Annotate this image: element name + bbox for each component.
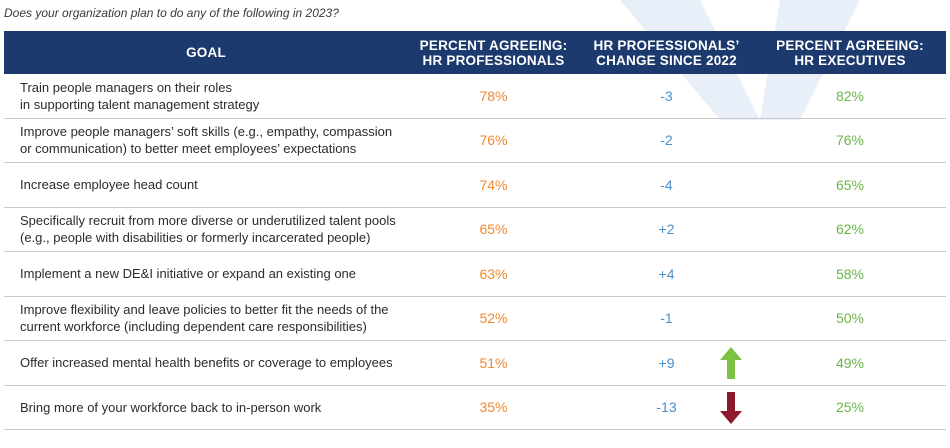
- hr-executives-value: 49%: [835, 354, 865, 371]
- goal-text-line: Train people managers on their roles: [20, 79, 232, 95]
- goal-text-line: Improve flexibility and leave policies t…: [20, 302, 389, 318]
- goal-text-line: Bring more of your workforce back to in-…: [20, 399, 322, 415]
- header-change-line-1: HR PROFESSIONALS’: [593, 37, 740, 53]
- goal-text-line: Increase employee head count: [20, 177, 198, 193]
- goal-text-line: Offer increased mental health benefits o…: [20, 355, 393, 371]
- hr-professionals-value: 74%: [479, 176, 508, 193]
- hr-professionals-value: 51%: [479, 354, 508, 371]
- table-row: Specifically recruit from more diverse o…: [4, 208, 946, 252]
- goal-cell: Train people managers on their roles in s…: [4, 79, 408, 113]
- header-hr-executives-line-1: PERCENT AGREEING:: [776, 37, 924, 53]
- change-since-2022-value: +4: [658, 265, 675, 282]
- header-hr-professionals-line-2: HR PROFESSIONALS: [422, 52, 565, 68]
- hr-executives-value: 76%: [835, 132, 865, 149]
- table-row: Bring more of your workforce back to in-…: [4, 386, 946, 430]
- goal-cell: Improve flexibility and leave policies t…: [4, 301, 408, 335]
- header-hr-professionals: PERCENT AGREEING: HR PROFESSIONALS: [408, 38, 579, 68]
- hr-executives-value: 65%: [835, 176, 865, 193]
- table-row: Train people managers on their roles in s…: [4, 74, 946, 119]
- change-since-2022-value: -4: [660, 176, 673, 193]
- hr-professionals-value: 35%: [479, 399, 508, 416]
- header-change-line-2: CHANGE SINCE 2022: [596, 52, 737, 68]
- hr-executives-value: 82%: [835, 87, 865, 104]
- change-since-2022-value: +2: [658, 221, 675, 238]
- goal-text-line: in supporting talent management strategy: [20, 96, 260, 112]
- hr-executives-value: 25%: [835, 399, 865, 416]
- change-since-2022-value: -3: [660, 87, 673, 104]
- goal-cell: Specifically recruit from more diverse o…: [4, 212, 408, 246]
- table-row: Improve flexibility and leave policies t…: [4, 297, 946, 341]
- goals-table: GOAL PERCENT AGREEING: HR PROFESSIONALS …: [4, 31, 946, 430]
- header-hr-professionals-line-1: PERCENT AGREEING:: [419, 37, 568, 53]
- table-row: Increase employee head count 74% -4 65%: [4, 163, 946, 208]
- goal-text-line: or communication) to better meet employe…: [20, 141, 357, 157]
- header-hr-executives-line-2: HR EXECUTIVES: [794, 52, 906, 68]
- hr-executives-value: 62%: [835, 221, 865, 238]
- arrow-up-icon: [720, 347, 742, 379]
- goal-cell: Offer increased mental health benefits o…: [4, 354, 408, 371]
- goal-cell: Increase employee head count: [4, 176, 408, 193]
- hr-executives-value: 50%: [835, 310, 865, 327]
- goal-text-line: (e.g., people with disabilities or forme…: [20, 230, 371, 246]
- table-row: Improve people managers’ soft skills (e.…: [4, 119, 946, 163]
- change-since-2022-value: -2: [660, 132, 673, 149]
- header-goal-line: GOAL: [186, 45, 226, 60]
- hr-professionals-value: 63%: [479, 265, 508, 282]
- table-body: Train people managers on their roles in s…: [4, 74, 946, 430]
- hr-professionals-value: 78%: [479, 87, 508, 104]
- goal-cell: Implement a new DE&I initiative or expan…: [4, 265, 408, 282]
- survey-question: Does your organization plan to do any of…: [4, 6, 339, 20]
- table-row: Implement a new DE&I initiative or expan…: [4, 252, 946, 297]
- goal-text-line: Implement a new DE&I initiative or expan…: [20, 266, 357, 282]
- goal-cell: Bring more of your workforce back to in-…: [4, 399, 408, 416]
- table-row: Offer increased mental health benefits o…: [4, 341, 946, 386]
- table-header: GOAL PERCENT AGREEING: HR PROFESSIONALS …: [4, 31, 946, 74]
- goal-text-line: Specifically recruit from more diverse o…: [20, 213, 396, 229]
- header-goal: GOAL: [4, 45, 408, 60]
- goal-text-line: current workforce (including dependent c…: [20, 319, 367, 335]
- change-since-2022-value: -13: [656, 399, 677, 416]
- change-since-2022-value: +9: [658, 354, 675, 371]
- header-change-since-2022: HR PROFESSIONALS’ CHANGE SINCE 2022: [579, 38, 754, 68]
- hr-executives-value: 58%: [835, 265, 865, 282]
- goal-cell: Improve people managers’ soft skills (e.…: [4, 123, 408, 157]
- hr-professionals-value: 65%: [479, 221, 508, 238]
- goal-text-line: Improve people managers’ soft skills (e.…: [20, 124, 393, 140]
- change-since-2022-value: -1: [660, 310, 673, 327]
- hr-professionals-value: 76%: [479, 132, 508, 149]
- hr-professionals-value: 52%: [479, 310, 508, 327]
- header-hr-executives: PERCENT AGREEING: HR EXECUTIVES: [754, 38, 946, 68]
- arrow-down-icon: [720, 391, 742, 424]
